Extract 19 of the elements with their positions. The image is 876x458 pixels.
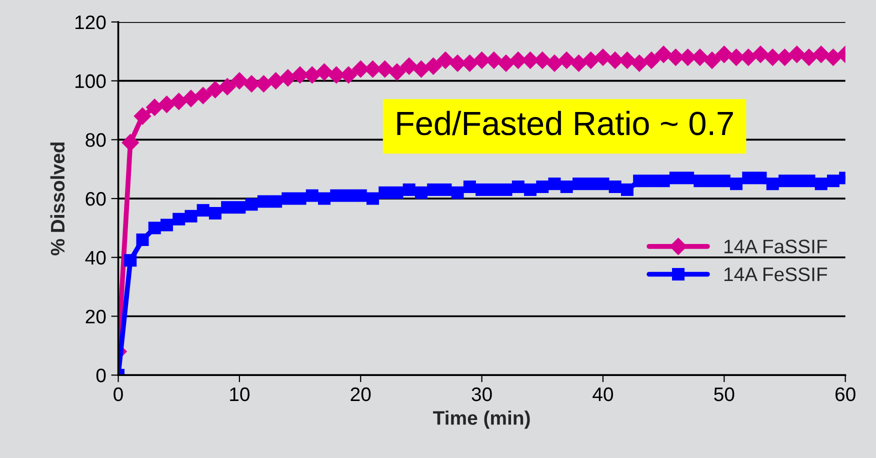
y-tick-label: 100 — [76, 74, 106, 88]
x-tick-label: 0 — [114, 387, 123, 402]
y-tick-label: 60 — [86, 192, 106, 206]
annotation: Fed/Fasted Ratio ~ 0.7 — [397, 110, 733, 136]
x-tick-label: 40 — [592, 387, 614, 402]
x-tick-label: 60 — [836, 387, 856, 402]
x-tick-label: 20 — [350, 387, 371, 402]
x-tick-label: 10 — [230, 387, 250, 402]
y-tick-label: 0 — [96, 368, 106, 382]
y-tick-label: 120 — [76, 15, 106, 30]
x-tick-label: 30 — [472, 387, 492, 402]
legend-label: 14A FeSSIF — [724, 267, 828, 282]
y-axis-title: % Dissolved — [50, 142, 65, 256]
x-tick-label: 50 — [714, 387, 734, 402]
legend-label: 14A FaSSIF — [724, 240, 828, 254]
y-tick-label: 20 — [86, 310, 106, 324]
y-tick-label: 80 — [86, 133, 106, 147]
x-axis-title: Time (min) — [433, 410, 530, 429]
y-tick-label: 40 — [85, 250, 106, 265]
